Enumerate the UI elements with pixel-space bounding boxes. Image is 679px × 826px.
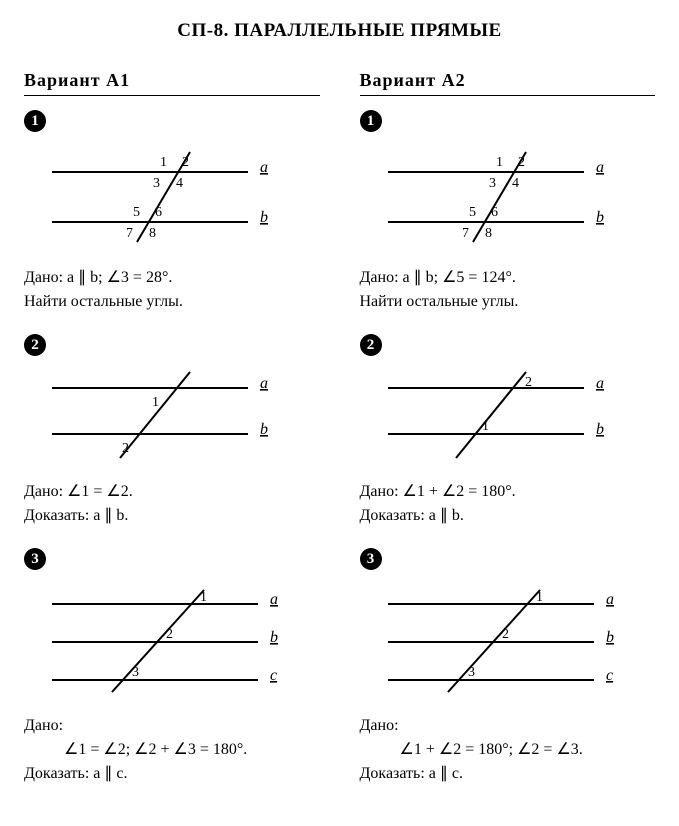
problem-number-badge: 2: [360, 334, 382, 356]
a2-p2-given: Дано: ∠1 + ∠2 = 180°.: [360, 481, 656, 503]
problem-number-badge: 2: [24, 334, 46, 356]
a1-p3-given-detail: ∠1 = ∠2; ∠2 + ∠3 = 180°.: [64, 739, 320, 761]
page-title: СП-8. ПАРАЛЛЕЛЬНЫЕ ПРЯМЫЕ: [24, 20, 655, 42]
svg-text:2: 2: [182, 155, 189, 170]
svg-text:c: c: [606, 667, 613, 684]
svg-text:2: 2: [525, 375, 532, 390]
svg-text:7: 7: [126, 226, 133, 241]
a2-p3-given-detail: ∠1 + ∠2 = 180°; ∠2 = ∠3.: [400, 739, 656, 761]
svg-text:a: a: [606, 591, 614, 608]
svg-text:b: b: [596, 209, 604, 226]
a2-problem-1: 1 ab12345678 Дано: a ∥ b; ∠5 = 124°. Най…: [360, 110, 656, 312]
svg-text:2: 2: [518, 155, 525, 170]
a2-problem-3: 3 abc123 Дано: ∠1 + ∠2 = 180°; ∠2 = ∠3. …: [360, 548, 656, 784]
a1-p2-given: Дано: ∠1 = ∠2.: [24, 481, 320, 503]
svg-text:5: 5: [469, 205, 476, 220]
a1-p1-task: Найти остальные углы.: [24, 291, 320, 313]
a1-problem-3: 3 abc123 Дано: ∠1 = ∠2; ∠2 + ∠3 = 180°. …: [24, 548, 320, 784]
svg-text:4: 4: [176, 176, 183, 191]
svg-text:6: 6: [491, 205, 498, 220]
columns-container: Вариант А1 1 ab12345678 Дано: a ∥ b; ∠3 …: [24, 70, 655, 806]
variant-a1: Вариант А1 1 ab12345678 Дано: a ∥ b; ∠3 …: [24, 70, 320, 806]
a1-p1-diagram: ab12345678: [42, 142, 320, 257]
a1-problem-2: 2 a b 1 2 Дано: ∠1 = ∠2. Доказать: a ∥ b.: [24, 334, 320, 526]
a1-p3-given-label: Дано:: [24, 715, 320, 737]
problem-number-badge: 1: [360, 110, 382, 132]
a2-problem-2: 2 a b 2 1 Дано: ∠1 + ∠2 = 180°. Доказать: a…: [360, 334, 656, 526]
a1-p1-given: Дано: a ∥ b; ∠3 = 28°.: [24, 267, 320, 289]
svg-text:1: 1: [536, 590, 543, 605]
svg-text:3: 3: [489, 176, 496, 191]
a2-p2-task: Доказать: a ∥ b.: [360, 505, 656, 527]
svg-text:5: 5: [133, 205, 140, 220]
svg-text:b: b: [270, 629, 278, 646]
svg-text:a: a: [260, 159, 268, 176]
svg-text:1: 1: [496, 155, 503, 170]
problem-number-badge: 3: [24, 548, 46, 570]
svg-text:1: 1: [160, 155, 167, 170]
a1-p2-task: Доказать: a ∥ b.: [24, 505, 320, 527]
a2-p3-diagram: a b c 1 2 3: [378, 580, 656, 705]
a1-p2-diagram: a b 1 2: [42, 366, 320, 471]
svg-text:7: 7: [462, 226, 469, 241]
svg-text:1: 1: [200, 590, 207, 605]
svg-text:1: 1: [482, 419, 489, 434]
svg-text:3: 3: [153, 176, 160, 191]
a2-p3-task: Доказать: a ∥ c.: [360, 763, 656, 785]
svg-text:a: a: [260, 375, 268, 392]
a1-p3-diagram: a b c 1 2 3: [42, 580, 320, 705]
svg-text:b: b: [596, 421, 604, 438]
svg-text:3: 3: [132, 665, 139, 680]
svg-text:4: 4: [512, 176, 519, 191]
variant-a1-heading: Вариант А1: [24, 70, 320, 96]
svg-text:3: 3: [468, 665, 475, 680]
a2-p3-given-label: Дано:: [360, 715, 656, 737]
svg-text:b: b: [260, 209, 268, 226]
svg-text:2: 2: [166, 627, 173, 642]
a1-p3-task: Доказать: a ∥ c.: [24, 763, 320, 785]
svg-text:8: 8: [149, 226, 156, 241]
svg-text:a: a: [270, 591, 278, 608]
svg-text:8: 8: [485, 226, 492, 241]
problem-number-badge: 3: [360, 548, 382, 570]
svg-text:2: 2: [122, 441, 129, 456]
a2-p1-given: Дано: a ∥ b; ∠5 = 124°.: [360, 267, 656, 289]
svg-text:b: b: [260, 421, 268, 438]
svg-text:b: b: [606, 629, 614, 646]
problem-number-badge: 1: [24, 110, 46, 132]
variant-a2-heading: Вариант А2: [360, 70, 656, 96]
a2-p2-diagram: a b 2 1: [378, 366, 656, 471]
svg-text:c: c: [270, 667, 277, 684]
svg-text:6: 6: [155, 205, 162, 220]
svg-text:1: 1: [152, 395, 159, 410]
variant-a2: Вариант А2 1 ab12345678 Дано: a ∥ b; ∠5 …: [360, 70, 656, 806]
svg-text:2: 2: [502, 627, 509, 642]
a2-p1-task: Найти остальные углы.: [360, 291, 656, 313]
a2-p1-diagram: ab12345678: [378, 142, 656, 257]
svg-text:a: a: [596, 375, 604, 392]
svg-text:a: a: [596, 159, 604, 176]
a1-problem-1: 1 ab12345678 Дано: a ∥ b; ∠3 = 28°. Найт…: [24, 110, 320, 312]
